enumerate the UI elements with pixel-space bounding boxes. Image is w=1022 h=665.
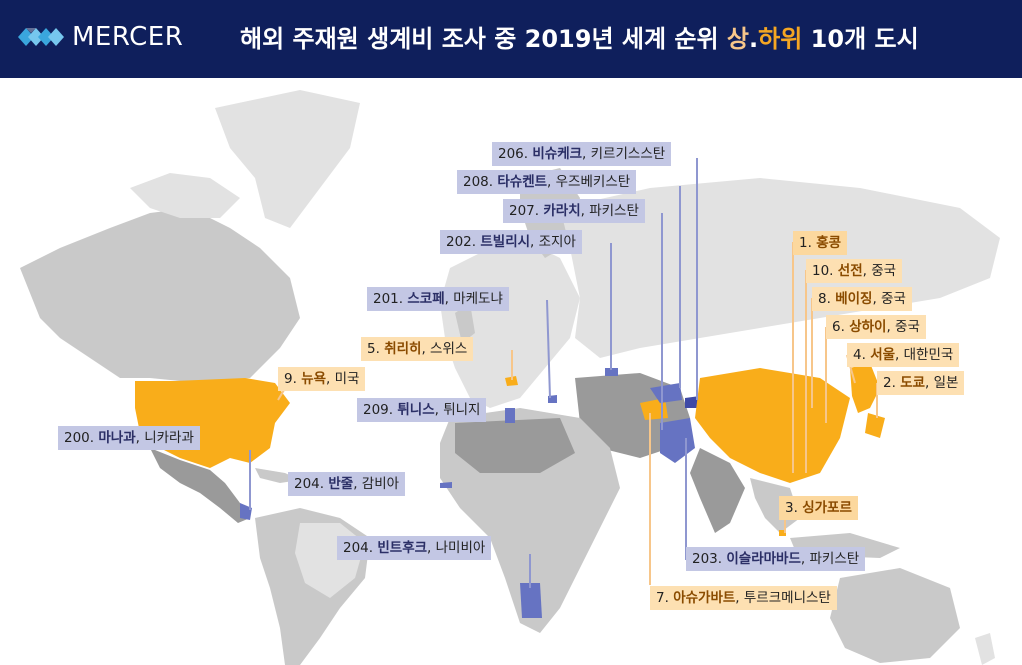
label-top-9: 9. 뉴욕, 미국 <box>278 367 366 391</box>
leader-lines-bottom <box>249 158 698 588</box>
greenland-shape <box>215 90 360 228</box>
mercer-logo: MERCER <box>18 22 183 52</box>
title-dot: . <box>749 25 759 53</box>
label-bottom-208: 208. 타슈켄트, 우즈베키스탄 <box>457 170 637 194</box>
georgia-shape <box>605 368 618 376</box>
canada-shape <box>20 208 300 383</box>
canada-islands-shape <box>130 173 240 218</box>
australia-shape <box>830 568 960 663</box>
label-bottom-209: 209. 튀니스, 튀니지 <box>357 398 487 422</box>
label-top-2: 2. 도쿄, 일본 <box>877 371 965 395</box>
header-bar: MERCER 해외 주재원 생계비 조사 중 2019년 세계 순위 상.하위 … <box>0 0 1022 78</box>
europe-shape <box>440 243 580 408</box>
label-bottom-202: 202. 트빌리시, 조지아 <box>440 230 582 254</box>
label-top-3: 3. 싱가포르 <box>779 496 858 520</box>
label-bottom-200: 200. 마나과, 니카라과 <box>58 426 200 450</box>
pakistan-shape <box>660 418 695 463</box>
label-top-10: 10. 선전, 중국 <box>806 259 903 283</box>
label-top-4: 4. 서울, 대한민국 <box>847 343 960 367</box>
title-bottom-word: 하위 <box>758 25 803 53</box>
label-bottom-203: 203. 이슬라마바드, 파키스탄 <box>686 547 866 571</box>
label-bottom-206: 206. 비슈케크, 키르기스스탄 <box>492 142 672 166</box>
new-zealand-shape <box>975 633 995 665</box>
mercer-logo-icon <box>18 28 64 46</box>
mexico-shape <box>150 448 250 523</box>
japan-south-shape <box>865 413 885 438</box>
korea-japan-shape <box>850 363 880 413</box>
sahara-shape <box>455 418 575 473</box>
label-top-7: 7. 아슈가바트, 투르크메니스탄 <box>650 586 837 610</box>
namibia-shape <box>520 583 542 618</box>
label-bottom-201: 201. 스코페, 마케도냐 <box>367 287 509 311</box>
label-top-5: 5. 취리히, 스위스 <box>361 337 474 361</box>
label-bottom-204-windhoek: 204. 빈트후크, 나미비아 <box>337 536 492 560</box>
title-prefix: 해외 주재원 생계비 조사 중 2019년 세계 순위 <box>240 25 727 53</box>
uzbekistan-shape <box>650 383 682 403</box>
label-top-1: 1. 홍콩 <box>793 231 848 255</box>
title-top-word: 상 <box>726 25 750 53</box>
uk-shape <box>455 303 475 343</box>
label-bottom-204-banjul: 204. 반줄, 감비아 <box>288 472 406 496</box>
russia-shape <box>560 178 1000 358</box>
tunisia-shape <box>505 408 515 423</box>
label-bottom-207: 207. 카라치, 파키스탄 <box>503 199 645 223</box>
logo-text: MERCER <box>72 22 184 52</box>
world-map <box>20 90 1000 665</box>
title-suffix: 10개 도시 <box>802 25 919 53</box>
gambia-shape <box>440 482 452 488</box>
label-top-8: 8. 베이징, 중국 <box>812 287 912 311</box>
india-shape <box>690 448 745 533</box>
switzerland-shape <box>505 376 518 386</box>
label-top-6: 6. 상하이, 중국 <box>826 315 926 339</box>
page-title: 해외 주재원 생계비 조사 중 2019년 세계 순위 상.하위 10개 도시 <box>240 21 919 57</box>
